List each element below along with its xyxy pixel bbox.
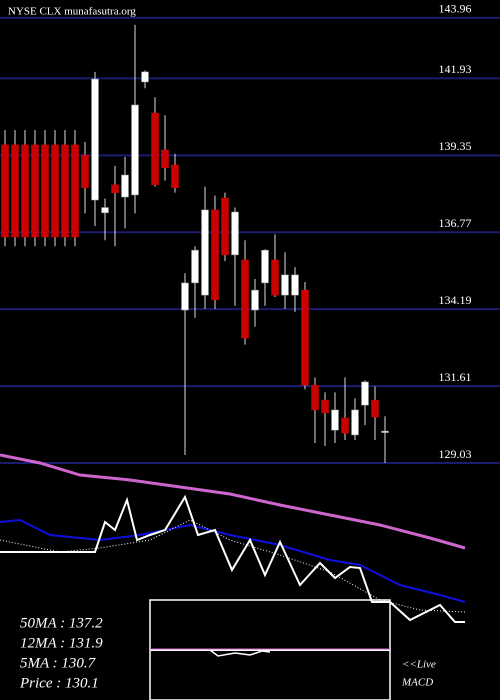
candle-body: [211, 209, 219, 301]
candle-body: [231, 211, 239, 256]
candle-body: [221, 197, 229, 256]
y-tick-label: 136.77: [439, 216, 472, 230]
candle-body: [41, 144, 49, 238]
macd-signal: [209, 649, 271, 657]
y-tick-label: 141.93: [439, 62, 472, 76]
y-tick-label: 134.19: [439, 293, 472, 307]
live-label: <<Live: [402, 659, 436, 671]
candle-body: [191, 249, 199, 284]
candle-body: [111, 184, 119, 194]
candle-body: [271, 259, 279, 296]
candle-body: [131, 104, 139, 196]
candle-body: [201, 209, 209, 296]
legend-entry: 12MA : 131.9: [20, 635, 103, 651]
candle-body: [241, 259, 249, 339]
candle-body: [321, 399, 329, 414]
candle-body: [171, 164, 179, 189]
ma-line: [0, 494, 465, 623]
candle-body: [281, 274, 289, 296]
y-tick-label: 131.61: [439, 370, 472, 384]
legend-entry: 5MA : 130.7: [20, 655, 97, 671]
candle-body: [291, 274, 299, 296]
legend-entry: Price : 130.1: [19, 675, 99, 691]
candle-body: [81, 154, 89, 189]
candle-body: [251, 289, 259, 311]
candle-body: [331, 409, 339, 431]
candle-body: [141, 71, 149, 83]
candle-body: [31, 144, 39, 238]
candle-body: [371, 399, 379, 418]
candle-body: [301, 289, 309, 386]
candle-body: [121, 174, 129, 198]
y-tick-label: 129.03: [439, 447, 472, 461]
candle-body: [311, 384, 319, 411]
candle-body: [91, 78, 99, 201]
candle-body: [381, 430, 389, 433]
candle-body: [71, 144, 79, 238]
y-tick-label: 143.96: [439, 2, 472, 16]
candle-body: [151, 112, 159, 186]
candle-body: [1, 144, 9, 238]
candle-body: [51, 144, 59, 238]
candle-body: [11, 144, 19, 238]
ma-line: [0, 519, 466, 613]
macd-label: MACD: [401, 677, 433, 689]
ma-line: [0, 453, 466, 550]
legend-entry: 50MA : 137.2: [20, 615, 103, 631]
candle-body: [61, 144, 69, 238]
chart-title: NYSE CLX munafasutra.org: [8, 6, 136, 18]
candle-body: [21, 144, 29, 238]
candle-body: [341, 417, 349, 434]
candle-body: [161, 149, 169, 169]
candle-body: [361, 381, 369, 406]
candle-body: [351, 409, 359, 436]
candle-body: [261, 249, 269, 284]
ma-line: [0, 518, 466, 603]
candle-body: [101, 207, 109, 214]
candle-body: [181, 282, 189, 311]
y-tick-label: 139.35: [439, 139, 472, 153]
